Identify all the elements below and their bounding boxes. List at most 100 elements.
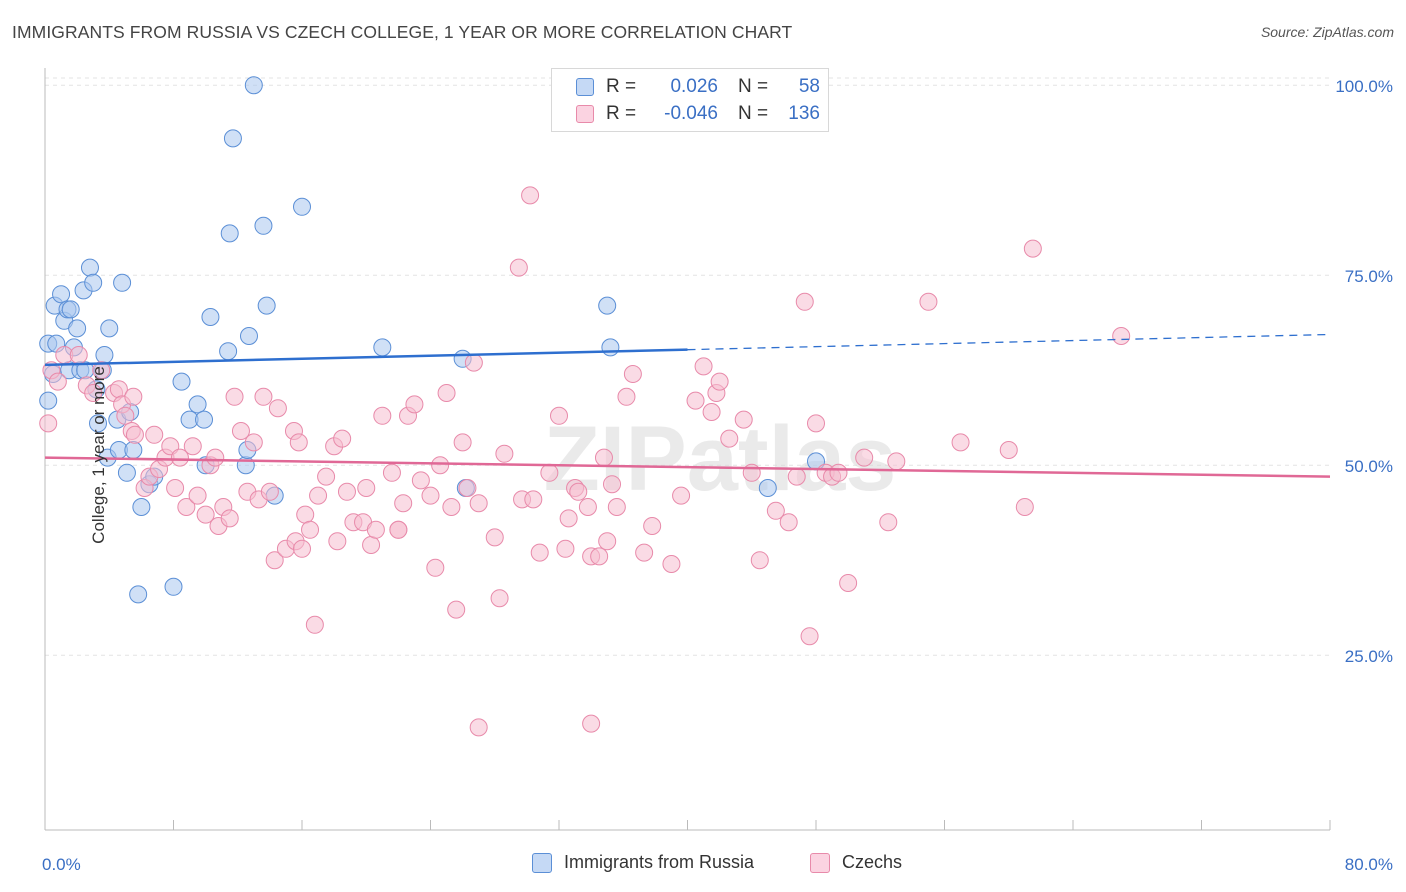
czechs-point [710,372,729,391]
stats-legend: R = 0.026 N = 58 R = -0.046 N = 136 [551,68,829,132]
czechs-point [839,574,858,592]
y-tick-label: 75.0% [1345,267,1393,286]
russia-point [39,391,58,410]
russia-swatch-icon [576,78,594,96]
czechs-point [220,509,239,528]
czechs-point [183,437,202,456]
czechs-point [231,422,250,440]
y-tick-label: 50.0% [1345,457,1393,476]
czechs-point [509,258,528,277]
legend-item-czechs: Czechs [810,852,902,873]
czechs-point [453,433,472,452]
czechs-point [48,372,67,391]
russia-point [132,498,151,516]
russia-point [257,296,276,315]
czechs-point [524,490,543,509]
russia-legend-swatch-icon [532,852,552,873]
czechs-point [495,444,514,463]
russia-point [172,372,191,391]
russia-point [100,319,119,338]
czechs-point [305,615,324,634]
czechs-point [556,539,575,558]
czechs-point [92,361,111,380]
czechs-point [607,498,626,516]
czechs-point [177,498,196,516]
czechs-point [672,486,691,505]
czechs-point [357,479,376,497]
czechs-point [590,547,609,566]
russia-point [52,285,71,304]
czechs-point [999,441,1018,459]
russia-point [219,342,238,361]
czechs-point [411,471,430,490]
r-label: R = [606,103,637,124]
chart-title: IMMIGRANTS FROM RUSSIA VS CZECH COLLEGE,… [12,22,793,42]
russia-point [61,300,80,319]
czechs-point [309,486,328,505]
series-legend: Immigrants from Russia Czechs [0,852,1406,878]
czechs-point [464,353,483,372]
czechs-point [540,463,559,482]
russia-point [188,395,207,414]
czechs-point [124,387,143,406]
czechs-point [855,448,874,467]
czechs-point [662,555,681,573]
czechs-point [829,463,848,482]
russia-point [129,585,148,604]
n-label: N = [738,76,769,97]
r-value: 0.026 [670,76,718,97]
russia-point [95,346,114,364]
czechs-point [442,498,461,516]
czechs-point [807,414,825,433]
czechs-point [643,517,662,535]
czechs-point [289,433,308,452]
czechs-point [301,520,320,539]
czechs-point [686,391,705,410]
russia-point [373,338,392,357]
russia-point [598,296,617,315]
czechs-point [268,399,287,418]
czechs-point [521,186,540,205]
y-axis-title: College, 1 year or more [88,366,108,544]
czechs-legend-swatch-icon [810,852,830,873]
stats-legend-row-czechs: R = -0.046 N = 136 [576,102,820,126]
czechs-point [795,292,814,311]
czechs-point [437,384,456,402]
czechs-point [69,346,88,364]
czechs-point [734,410,753,429]
czechs-point [225,387,244,406]
czechs-point [244,433,263,452]
czechs-point [598,532,617,551]
r-value: -0.046 [664,103,718,124]
czechs-point [800,627,819,646]
czechs-point [779,513,798,532]
czechs-point [1015,498,1034,516]
czechs-point [206,448,225,467]
czechs-point [405,395,424,414]
czechs-point [196,505,215,524]
russia-point [84,273,103,292]
czechs-point [879,513,898,532]
legend-label-russia: Immigrants from Russia [564,852,755,872]
n-label: N = [738,103,769,124]
russia-point [220,224,239,243]
czechs-point [382,463,401,482]
russia-point [601,338,620,357]
czechs-point [550,406,568,425]
czechs-point [1112,327,1131,345]
czechs-point [188,486,207,505]
russia-point [80,258,99,277]
czechs-point [787,467,806,486]
czechs-point [366,520,385,539]
russia-point [113,273,132,292]
czechs-point [447,600,466,619]
russia-point [239,327,258,345]
legend-item-russia: Immigrants from Russia [532,852,754,873]
czechs-point [720,429,739,448]
russia-point [293,197,311,216]
legend-label-czechs: Czechs [842,852,903,872]
czechs-point [333,429,352,448]
stats-legend-row-russia: R = 0.026 N = 58 [576,75,820,99]
russia-point [68,319,87,338]
